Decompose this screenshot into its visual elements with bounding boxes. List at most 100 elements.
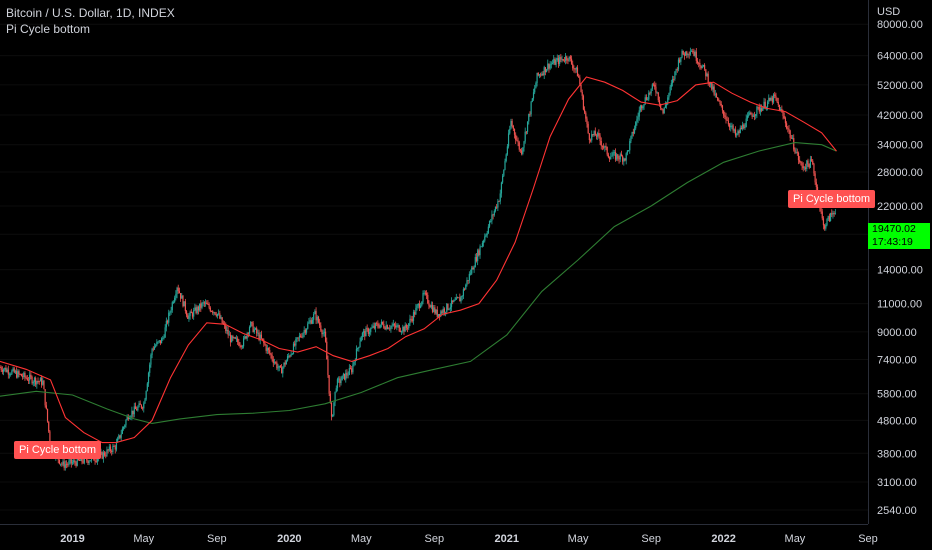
candle-body — [603, 146, 605, 148]
candle-body — [24, 372, 26, 378]
candle-body — [73, 460, 75, 463]
candle-body — [826, 219, 828, 225]
candle-body — [378, 326, 380, 328]
candle-body — [362, 331, 365, 333]
candle-body — [69, 459, 71, 462]
candle-body — [428, 303, 430, 306]
candle-body — [298, 335, 301, 338]
candle-body — [686, 51, 688, 56]
candle-body — [636, 119, 638, 123]
candle-body — [458, 297, 460, 299]
candle-body — [285, 360, 287, 365]
candle-body — [260, 334, 263, 339]
candle-body — [272, 359, 274, 363]
candle-body — [474, 257, 476, 268]
candle-body — [133, 406, 135, 415]
candle-body — [649, 92, 651, 94]
candle-body — [379, 324, 381, 328]
candle-body — [341, 375, 343, 381]
candle-body — [820, 208, 822, 212]
candle-body — [308, 321, 310, 324]
candle-body — [194, 307, 196, 311]
candle-body — [627, 150, 630, 152]
candle-body — [266, 347, 268, 351]
signal-markers — [61, 196, 828, 454]
x-tick-label: 2022 — [711, 533, 735, 545]
candle-body — [797, 152, 800, 161]
candle-body — [324, 331, 327, 342]
candle-body — [349, 368, 352, 369]
candle-body — [661, 108, 663, 110]
candle-body — [567, 60, 569, 62]
candle-body — [79, 459, 81, 461]
candle-body — [296, 337, 298, 340]
candle-body — [1, 369, 3, 372]
candle-body — [126, 416, 128, 421]
candle-body — [665, 103, 668, 106]
x-tick-label: May — [568, 533, 589, 545]
candle-body — [502, 175, 504, 183]
candle-body — [229, 334, 232, 343]
candle-body — [477, 250, 479, 262]
candle-body — [643, 103, 645, 107]
candle-body — [617, 154, 619, 159]
candle-body — [824, 225, 826, 229]
price-axis[interactable]: 2540.00 3100.00 3800.00 4800.00 5800.00 7400.… — [877, 19, 923, 517]
candle-body — [719, 101, 721, 105]
candle-body — [704, 64, 706, 70]
candle-body — [827, 216, 829, 220]
candle-body — [550, 63, 552, 65]
candle-body — [620, 154, 623, 157]
x-tick-label: Sep — [425, 533, 445, 545]
candle-body — [619, 154, 621, 160]
candle-body — [723, 110, 725, 116]
candle-body — [357, 348, 359, 349]
candle-body — [523, 141, 525, 148]
candle-body — [169, 312, 171, 314]
candle-body — [553, 59, 555, 64]
indicator-name[interactable]: Pi Cycle bottom — [6, 22, 91, 36]
candle-body — [181, 295, 183, 299]
candle-body — [429, 305, 431, 308]
candle-body — [310, 320, 312, 324]
candle-body — [336, 379, 339, 389]
candle-body — [42, 380, 44, 385]
candle-body — [273, 362, 276, 364]
candle-body — [122, 426, 125, 429]
x-tick-label: Sep — [858, 533, 878, 545]
candle-body — [582, 95, 585, 110]
chart-title: Bitcoin / U.S. Dollar, 1D, INDEX — [6, 6, 175, 20]
candle-body — [611, 155, 613, 157]
candle-body — [351, 368, 353, 373]
y-tick-label: 9000.00 — [877, 327, 917, 339]
candle-body — [486, 232, 488, 236]
candle-body — [67, 464, 69, 466]
candle-body — [242, 338, 245, 347]
candle-body — [36, 381, 38, 385]
time-axis[interactable]: 2019 May Sep 2020 May Sep 2021 May Sep 2022 May Sep — [60, 533, 878, 545]
candle-body — [607, 154, 609, 158]
candle-body — [513, 128, 516, 135]
candle-body — [288, 355, 290, 357]
candle-body — [764, 101, 766, 109]
candle-body — [26, 378, 28, 381]
candle-body — [6, 369, 8, 372]
candle-body — [364, 331, 366, 337]
candle-body — [120, 433, 122, 438]
candle-body — [724, 115, 726, 117]
candle-body — [10, 374, 12, 375]
candle-body — [203, 302, 205, 304]
candle-body — [114, 446, 116, 450]
candle-body — [790, 137, 792, 139]
candle-body — [420, 305, 422, 308]
candle-body — [448, 309, 450, 310]
candle-body — [780, 108, 782, 112]
candle-body — [575, 67, 577, 70]
candle-body — [821, 211, 823, 219]
candle-body — [580, 84, 582, 93]
candle-body — [586, 118, 588, 124]
candle-body — [462, 289, 465, 296]
candle-body — [329, 393, 331, 403]
candle-body — [768, 98, 770, 102]
